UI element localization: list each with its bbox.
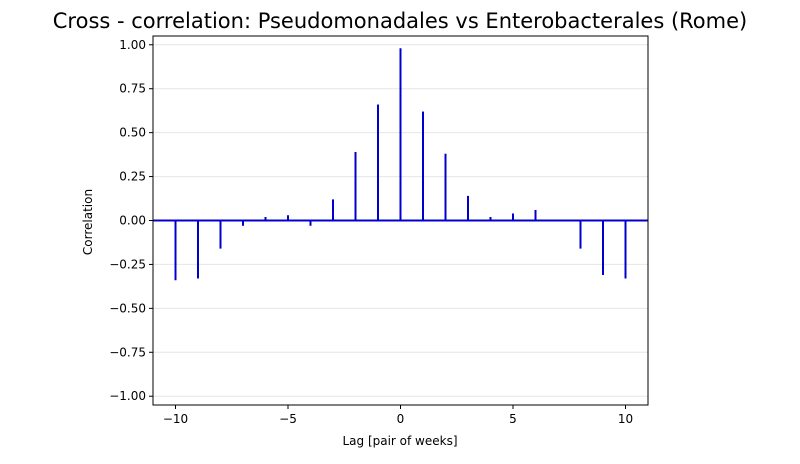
- y-tick-label: −0.50: [109, 301, 146, 315]
- y-tick-label: 0.75: [119, 82, 146, 96]
- y-tick-label: 1.00: [119, 38, 146, 52]
- y-tick-label: 0.00: [119, 214, 146, 228]
- x-tick-label: −10: [163, 412, 188, 426]
- x-axis-ticks: −10 −5 0 5 10: [163, 405, 633, 426]
- y-tick-label: 0.25: [119, 170, 146, 184]
- y-tick-label: 0.50: [119, 126, 146, 140]
- y-axis-label: Correlation: [81, 189, 95, 255]
- x-tick-label: 0: [397, 412, 405, 426]
- x-tick-label: 10: [618, 412, 633, 426]
- x-tick-label: −5: [279, 412, 297, 426]
- y-tick-label: −1.00: [109, 389, 146, 403]
- x-axis-label: Lag [pair of weeks]: [342, 434, 457, 448]
- x-tick-label: 5: [509, 412, 517, 426]
- chart-title: Cross - correlation: Pseudomonadales vs …: [53, 9, 747, 33]
- y-tick-label: −0.75: [109, 345, 146, 359]
- y-axis-ticks: −1.00 −0.75 −0.50 −0.25 0.00 0.25 0.50 0.75 1.00: [109, 38, 153, 403]
- stem-series: [174, 48, 627, 281]
- y-tick-label: −0.25: [109, 257, 146, 271]
